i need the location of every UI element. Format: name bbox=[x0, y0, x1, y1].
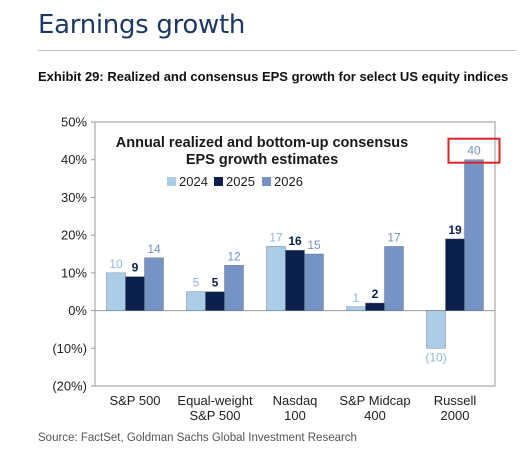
data-label-2025: 16 bbox=[288, 234, 302, 248]
bar-2024 bbox=[186, 291, 206, 311]
data-label-2024: 17 bbox=[269, 230, 283, 244]
legend-label-2024: 2024 bbox=[179, 174, 208, 189]
data-label-2026: 17 bbox=[387, 230, 401, 244]
legend-label-2025: 2025 bbox=[226, 174, 255, 189]
bar-2026 bbox=[384, 246, 404, 311]
bar-2026 bbox=[464, 159, 484, 311]
data-label-2025: 5 bbox=[212, 276, 219, 290]
data-label-2024: (10) bbox=[425, 350, 446, 364]
x-tick-label: S&P Midcap bbox=[339, 393, 410, 408]
source-note: Source: FactSet, Goldman Sachs Global In… bbox=[38, 432, 357, 444]
bar-2024 bbox=[266, 246, 286, 311]
legend-label-2026: 2026 bbox=[274, 174, 303, 189]
bar-2026 bbox=[304, 253, 324, 311]
bar-2025 bbox=[205, 291, 225, 311]
x-tick-label: Equal-weight bbox=[177, 393, 253, 408]
y-tick-label: 50% bbox=[61, 115, 87, 130]
bar-2025 bbox=[445, 238, 465, 311]
y-tick-label: 0% bbox=[68, 303, 87, 318]
data-label-2026: 40 bbox=[467, 144, 481, 158]
page-heading: Earnings growth bbox=[38, 10, 246, 40]
data-label-2025: 19 bbox=[448, 223, 462, 237]
y-tick-label: 10% bbox=[61, 265, 87, 280]
x-tick-label: 2000 bbox=[441, 408, 470, 423]
exhibit-title: Exhibit 29: Realized and consensus EPS g… bbox=[38, 69, 509, 84]
legend-swatch-2026 bbox=[262, 177, 271, 186]
plot-frame bbox=[94, 121, 496, 387]
y-tick-label: 20% bbox=[61, 228, 87, 243]
x-tick-label: Nasdaq bbox=[273, 393, 318, 408]
bar-2025 bbox=[285, 250, 305, 311]
data-label-2024: 1 bbox=[353, 291, 360, 305]
y-tick-label: 40% bbox=[61, 152, 87, 167]
data-label-2026: 15 bbox=[307, 238, 321, 252]
x-tick-label: Russell bbox=[434, 393, 477, 408]
y-tick-label: (20%) bbox=[52, 379, 87, 394]
chart-title: EPS growth estimates bbox=[186, 152, 338, 168]
y-tick-label: 30% bbox=[61, 190, 87, 205]
bar-2024 bbox=[346, 306, 366, 311]
legend-swatch-2024 bbox=[167, 177, 176, 186]
bar-2024 bbox=[106, 272, 126, 311]
x-tick-label: S&P 500 bbox=[109, 393, 160, 408]
bar-2026 bbox=[224, 265, 244, 311]
bar-2024 bbox=[426, 310, 446, 349]
bar-2025 bbox=[365, 302, 385, 311]
x-tick-label: 100 bbox=[284, 408, 306, 423]
highlight-box bbox=[447, 137, 501, 164]
data-label-2024: 5 bbox=[193, 276, 200, 290]
legend-swatch-2025 bbox=[214, 177, 223, 186]
bar-2025 bbox=[125, 276, 145, 311]
x-tick-label: 400 bbox=[364, 408, 386, 423]
heading-divider bbox=[38, 50, 516, 51]
x-tick-label: S&P 500 bbox=[189, 408, 240, 423]
data-label-2025: 2 bbox=[372, 287, 379, 301]
data-label-2026: 12 bbox=[227, 249, 241, 263]
data-label-2024: 10 bbox=[109, 257, 123, 271]
data-label-2026: 14 bbox=[147, 242, 161, 256]
chart-title: Annual realized and bottom-up consensus bbox=[116, 135, 408, 151]
bar-2026 bbox=[144, 257, 164, 311]
y-tick-label: (10%) bbox=[52, 341, 87, 356]
data-label-2025: 9 bbox=[132, 261, 139, 275]
